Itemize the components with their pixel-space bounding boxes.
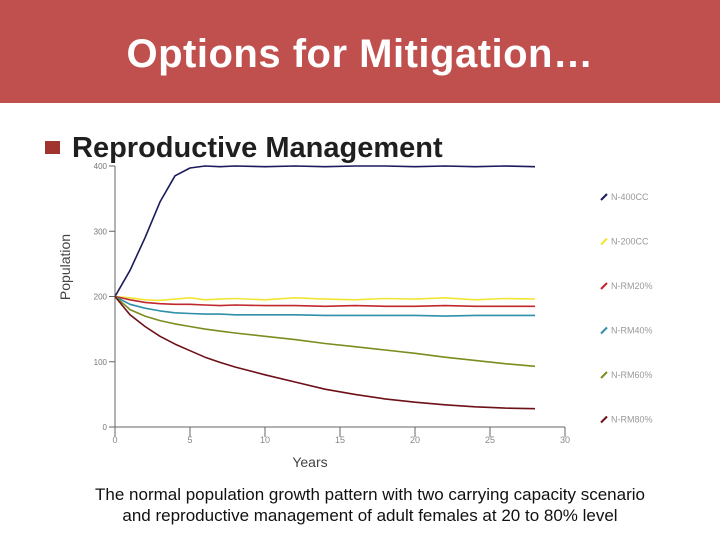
- y-tick-label: 300: [94, 227, 108, 236]
- series-line-n-rm40-: [114, 295, 535, 317]
- x-tick-label: 10: [260, 435, 270, 445]
- series-line-n-rm20-: [114, 295, 535, 308]
- y-tick-label: 400: [94, 162, 108, 171]
- legend-swatch: [600, 371, 608, 379]
- legend-label: N-200CC: [611, 237, 649, 247]
- x-tick-label: 20: [410, 435, 420, 445]
- caption-line-1: The normal population growth pattern wit…: [95, 485, 645, 504]
- slide-title: Options for Mitigation…: [126, 32, 594, 76]
- bullet-text: Reproductive Management: [72, 132, 443, 164]
- legend-label: N-400CC: [611, 192, 649, 202]
- y-tick-label: 0: [103, 423, 108, 432]
- y-axis-label: Population: [57, 234, 73, 300]
- legend-label: N-RM80%: [611, 415, 653, 425]
- legend-swatch: [600, 415, 608, 424]
- legend-swatch: [600, 193, 608, 201]
- caption-line-2: and reproductive management of adult fem…: [122, 506, 618, 525]
- y-tick-label: 200: [94, 293, 108, 302]
- legend-label: N-RM60%: [611, 370, 653, 380]
- x-tick-label: 25: [485, 435, 495, 445]
- bullet-marker: [45, 141, 60, 154]
- series-line-n-rm80-: [114, 295, 536, 410]
- legend-swatch: [600, 326, 608, 335]
- legend-label: N-RM20%: [611, 281, 653, 291]
- chart-legend: N-400CC N-200CC N-RM20% N-RM40% N-RM60% N-RM8…: [600, 192, 653, 425]
- chart-axes: 0 100 200 300 400 0 5 10 15 20 25 30: [94, 162, 570, 445]
- x-tick-label: 5: [187, 435, 192, 445]
- title-bar: Options for Mitigation…: [0, 0, 720, 103]
- series-line-n-200cc: [114, 295, 536, 302]
- x-tick-label: 30: [560, 435, 570, 445]
- x-tick-label: 0: [112, 435, 117, 445]
- legend-label: N-RM40%: [611, 326, 653, 336]
- caption: The normal population growth pattern wit…: [40, 484, 700, 526]
- series-line-n-rm60-: [114, 295, 536, 368]
- legend-swatch: [600, 282, 608, 290]
- chart-lines: [114, 165, 536, 410]
- y-tick-label: 100: [94, 358, 108, 367]
- legend-swatch: [600, 237, 608, 246]
- series-line-n-400cc: [114, 165, 536, 297]
- x-tick-label: 15: [335, 435, 345, 445]
- x-axis-label: Years: [292, 454, 327, 470]
